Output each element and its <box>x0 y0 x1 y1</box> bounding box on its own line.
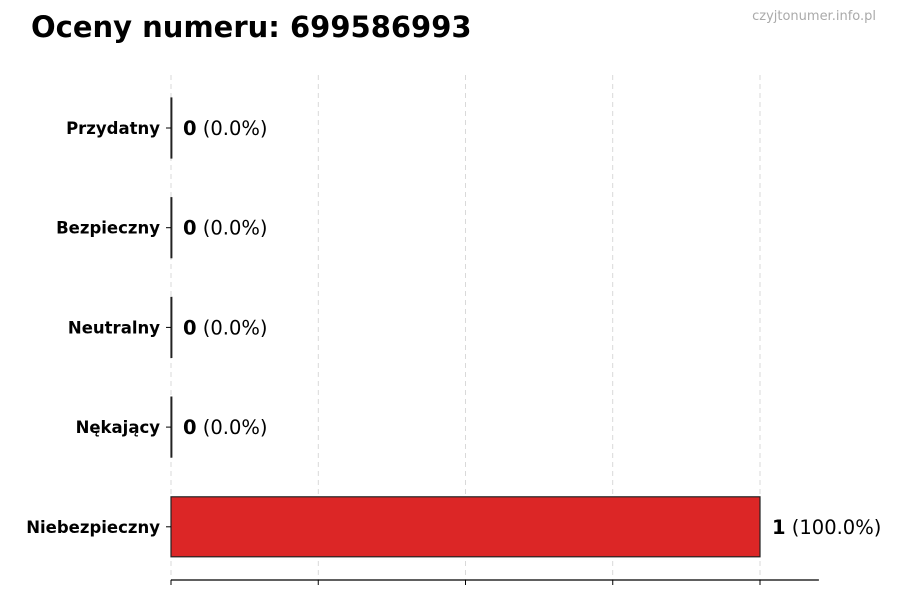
value-percent: (100.0%) <box>786 516 882 539</box>
value-count: 0 <box>183 217 197 240</box>
bar <box>170 396 173 458</box>
chart-title: Oceny numeru: 699586993 <box>31 10 472 44</box>
value-percent: (0.0%) <box>197 416 268 439</box>
bar <box>170 496 761 558</box>
value-percent: (0.0%) <box>197 316 268 339</box>
value-count: 1 <box>772 516 786 539</box>
category-label: Bezpieczny <box>56 219 160 238</box>
bar <box>170 197 173 259</box>
value-label: 0 (0.0%) <box>183 117 268 140</box>
value-percent: (0.0%) <box>197 217 268 240</box>
watermark: czyjtonumer.info.pl <box>752 9 876 24</box>
category-label: Neutralny <box>68 318 160 337</box>
category-label: Nękający <box>76 418 161 437</box>
value-count: 0 <box>183 117 197 140</box>
value-count: 0 <box>183 416 197 439</box>
category-label: Przydatny <box>66 119 160 138</box>
value-label: 0 (0.0%) <box>183 217 268 240</box>
value-label: 1 (100.0%) <box>772 516 881 539</box>
bar <box>170 97 173 159</box>
category-label: Niebezpieczny <box>26 518 160 537</box>
value-label: 0 (0.0%) <box>183 316 268 339</box>
value-label: 0 (0.0%) <box>183 416 268 439</box>
value-count: 0 <box>183 316 197 339</box>
bar <box>170 296 173 358</box>
value-percent: (0.0%) <box>197 117 268 140</box>
